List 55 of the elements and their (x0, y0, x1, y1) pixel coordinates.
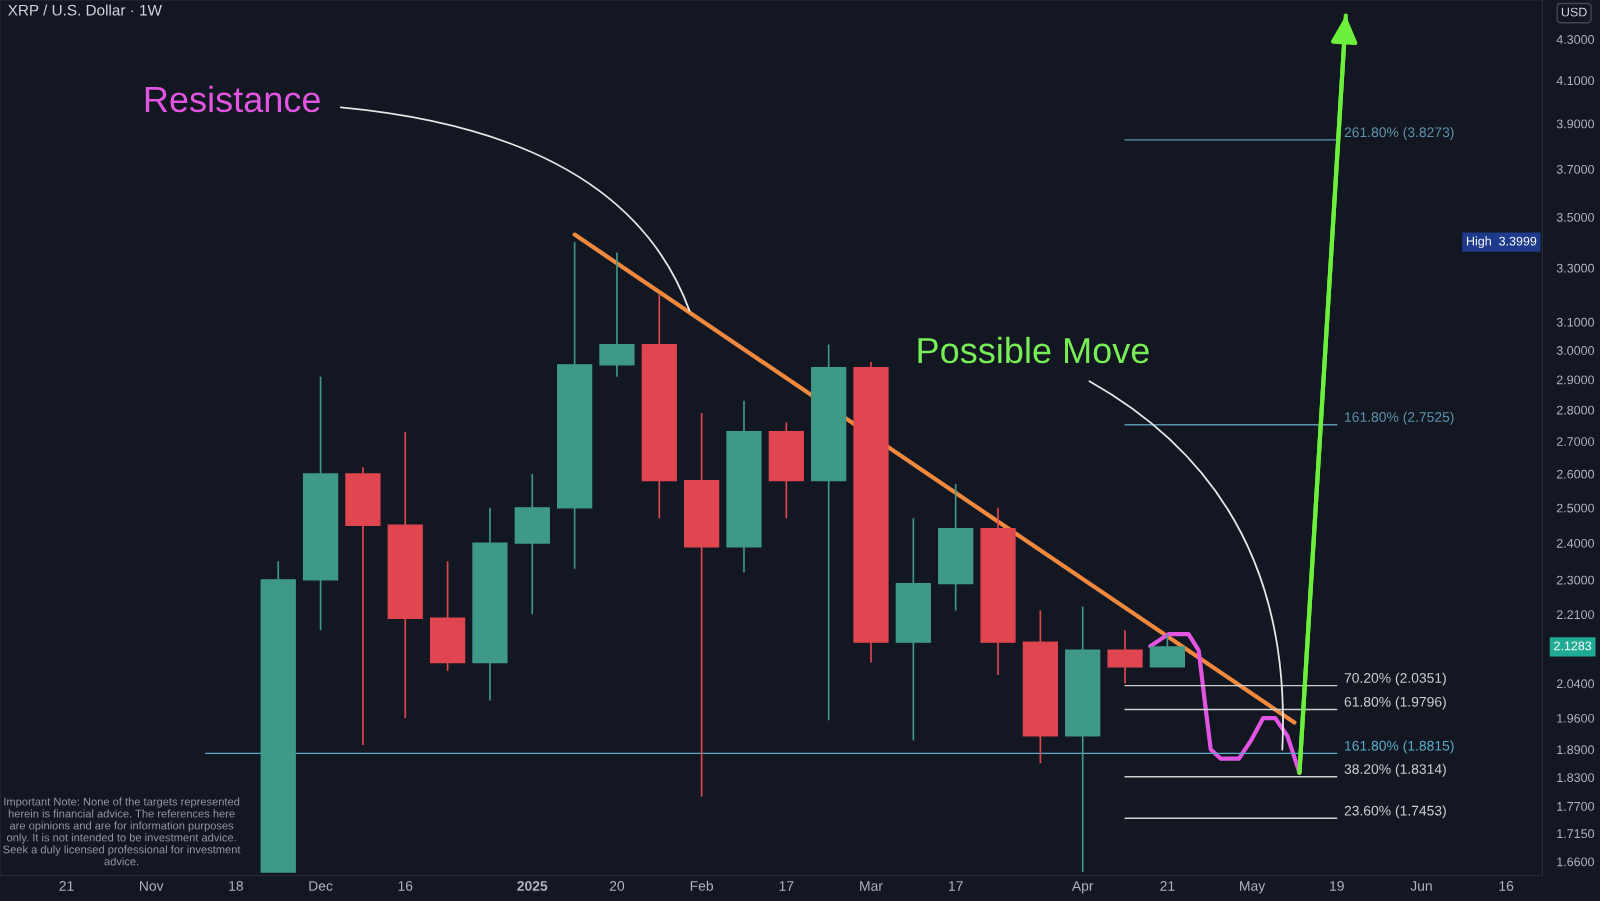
annotation: Resistance (145, 85, 320, 113)
annotation: High 3.3999 (1466, 236, 1537, 249)
x-tick-label: 16 (398, 881, 413, 891)
y-tick-label: 1.6600 (1557, 857, 1595, 867)
y-tick-label: 3.7000 (1556, 164, 1595, 174)
series-label: 261.80% (3.8273) (1344, 126, 1454, 140)
y-tick-label: 2.4000 (1556, 538, 1595, 548)
line-series (1148, 632, 1302, 775)
x-tick-label: Feb (690, 880, 714, 891)
series-label: 161.80% (1.8815) (1345, 740, 1454, 754)
y-tick-label: 3.5000 (1556, 212, 1595, 222)
chart-title: XRP / U.S. Dollar · 1W (8, 4, 162, 16)
y-tick-label: 3.3000 (1556, 263, 1595, 273)
text: 2.1283 (1554, 641, 1592, 651)
y-tick-label: 2.0400 (1556, 679, 1595, 689)
y-tick-label: 2.5000 (1556, 503, 1595, 513)
y-tick-label: 2.2100 (1556, 610, 1595, 620)
y-tick-label: 2.7000 (1556, 437, 1595, 446)
y-tick-label: 2.9000 (1556, 375, 1595, 385)
series-label: 161.80% (2.7525) (1345, 411, 1454, 425)
annotation: Important Note: None of the targets represented herein is financial advice. The references here are opinions and are for information purposes only. It is not intended to be investment advice. Seek a duly licensed professional for investment advice. (3, 797, 241, 866)
y-tick-label: 3.1000 (1556, 317, 1595, 327)
text: USD (1561, 7, 1587, 17)
y-tick-label: 3.9000 (1556, 119, 1595, 129)
x-tick-label: May (1240, 881, 1266, 894)
x-tick-label: 19 (1330, 881, 1344, 891)
y-tick-label: 1.7150 (1557, 829, 1595, 839)
annotation: Possible Move (918, 336, 1149, 364)
x-tick-label: Mar (860, 881, 883, 891)
x-tick-label: Dec (309, 881, 333, 891)
y-tick-label: 2.8000 (1556, 405, 1595, 415)
y-tick-label: 1.8300 (1557, 773, 1595, 783)
x-tick-label: 21 (1160, 881, 1175, 891)
y-tick-label: 3.0000 (1556, 346, 1595, 355)
y-tick-label: 2.6000 (1556, 469, 1595, 479)
x-tick-label: 17 (779, 881, 794, 891)
series-label: 23.60% (1.7453) (1344, 805, 1446, 819)
y-tick-label: 2.3000 (1556, 575, 1595, 585)
x-tick-label: Apr (1071, 881, 1094, 894)
x-tick-label: Nov (140, 881, 164, 891)
y-tick-label: 4.1000 (1556, 76, 1595, 86)
series-label: 38.20% (1.8314) (1344, 763, 1446, 777)
x-tick-label: Jun (1410, 881, 1432, 891)
x-tick-label: 20 (609, 881, 625, 891)
x-tick-label: 18 (229, 881, 244, 891)
series-label: 70.20% (2.0351) (1344, 672, 1446, 686)
x-tick-label: 2025 (517, 881, 548, 891)
y-tick-label: 1.7700 (1557, 801, 1595, 811)
series-label: 61.80% (1.9796) (1344, 696, 1446, 710)
x-tick-label: 17 (949, 881, 963, 891)
y-tick-label: 1.8900 (1557, 745, 1595, 755)
y-tick-label: 4.3000 (1556, 35, 1595, 44)
x-tick-label: 21 (59, 881, 74, 891)
y-tick-label: 1.9600 (1557, 713, 1595, 723)
x-tick-label: 16 (1499, 881, 1514, 891)
